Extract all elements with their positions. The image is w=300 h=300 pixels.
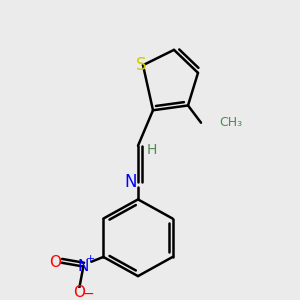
Text: +: +	[86, 254, 95, 264]
Text: H: H	[147, 142, 157, 157]
Text: O: O	[50, 255, 61, 270]
Text: CH₃: CH₃	[219, 116, 242, 129]
Text: O: O	[74, 285, 86, 300]
Text: −: −	[82, 287, 94, 300]
Text: N: N	[78, 259, 89, 274]
Text: N: N	[125, 173, 137, 191]
Text: S: S	[136, 56, 146, 74]
